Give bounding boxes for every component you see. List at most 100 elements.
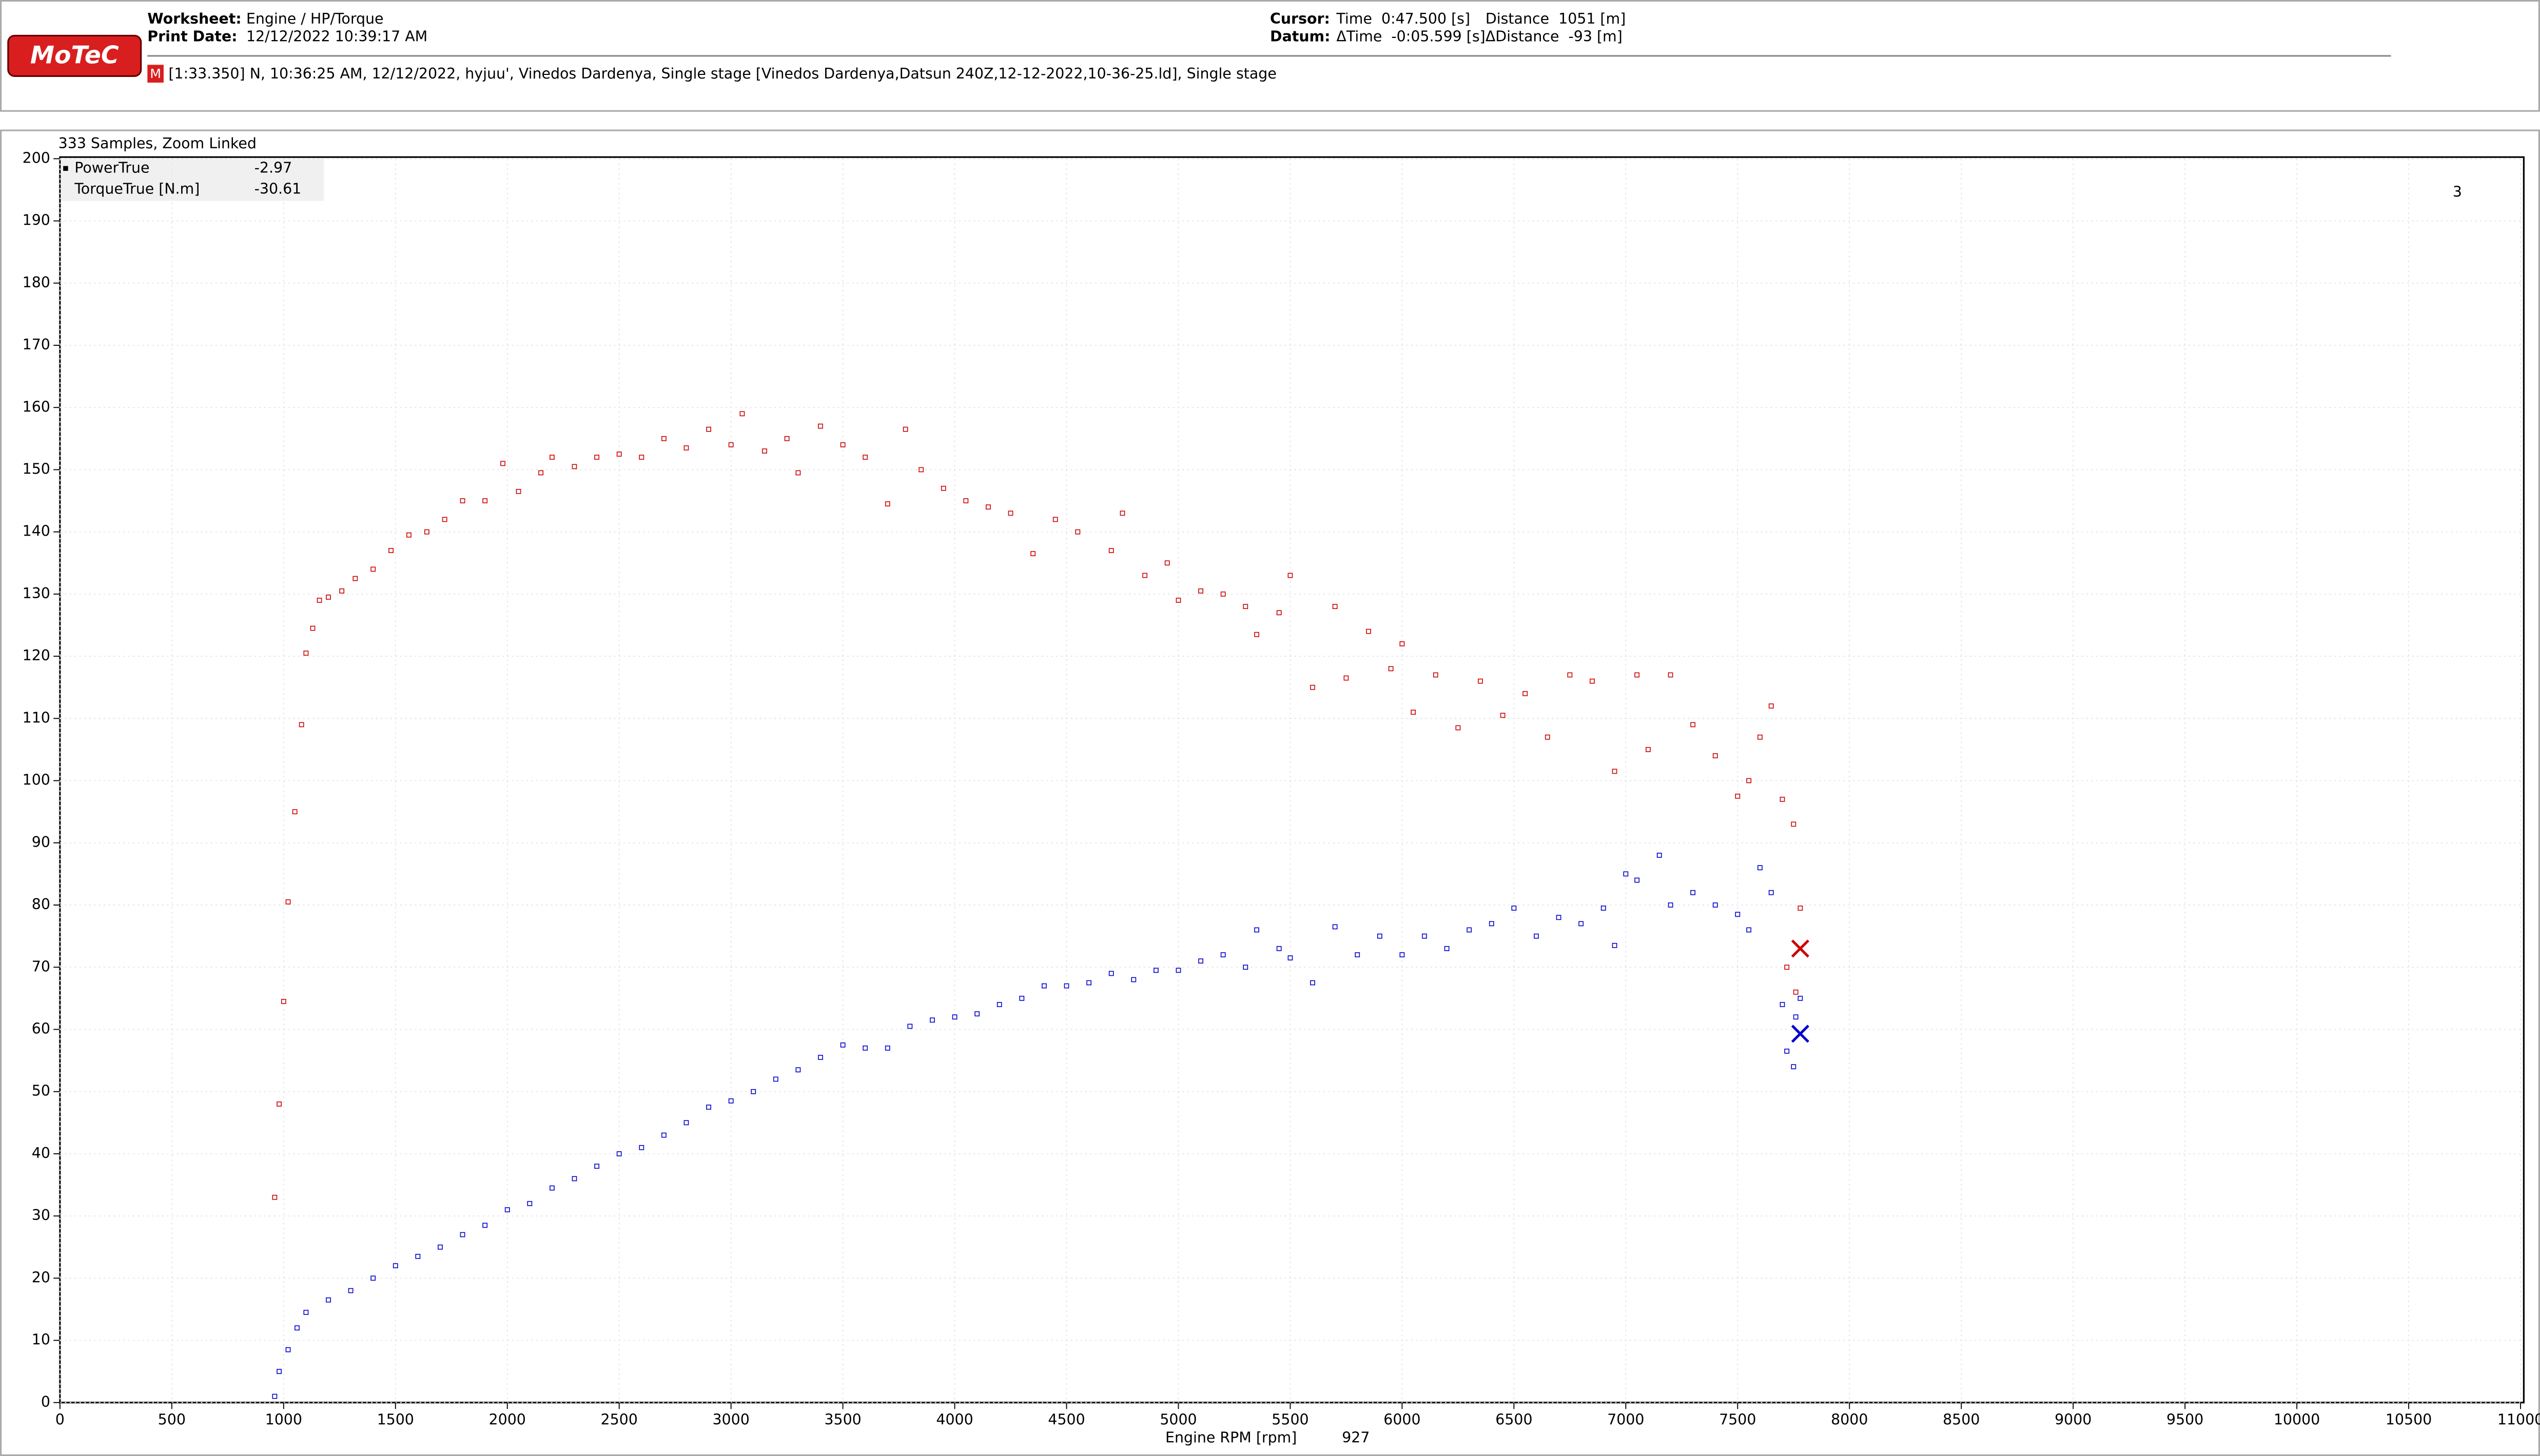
point — [1712, 753, 1718, 759]
y-tick-label: 60 — [32, 1020, 50, 1037]
point — [460, 498, 465, 503]
point — [370, 1275, 376, 1281]
x-tick-label: 6000 — [1383, 1411, 1420, 1428]
point — [1735, 794, 1741, 799]
point — [1797, 906, 1803, 911]
point — [1276, 610, 1282, 616]
point — [572, 1176, 577, 1182]
value: ΔTime -0:05.599 [s] — [1336, 28, 1485, 45]
point — [299, 722, 304, 727]
point — [326, 595, 331, 600]
point — [661, 436, 667, 441]
point — [303, 651, 309, 656]
x-tick-label: 3500 — [824, 1411, 861, 1428]
point — [285, 1347, 291, 1352]
y-tick-label: 50 — [32, 1083, 50, 1099]
point — [1310, 684, 1315, 690]
point — [1332, 604, 1338, 609]
point — [1780, 1002, 1785, 1007]
point — [863, 1045, 868, 1051]
point — [661, 1132, 667, 1138]
point — [277, 1369, 282, 1374]
point — [295, 1325, 300, 1331]
point — [1287, 573, 1293, 578]
point — [1556, 915, 1561, 920]
point — [370, 566, 376, 572]
label: Cursor: — [1270, 10, 1330, 27]
point — [1746, 778, 1752, 783]
point — [1276, 946, 1282, 951]
point — [840, 442, 846, 447]
point — [1052, 517, 1058, 522]
point — [303, 1310, 309, 1315]
point — [1366, 628, 1371, 634]
cursor-mark — [1791, 939, 1809, 958]
y-tick-label: 30 — [32, 1207, 50, 1224]
point — [1332, 924, 1338, 930]
point — [1467, 927, 1472, 933]
point — [1590, 678, 1595, 684]
point — [1120, 510, 1125, 516]
y-tick-label: 170 — [23, 336, 50, 353]
point — [326, 1297, 331, 1303]
point — [930, 1017, 935, 1023]
point — [1198, 588, 1203, 594]
x-tick-label: 500 — [158, 1411, 186, 1428]
x-tick-label: 3000 — [712, 1411, 749, 1428]
point — [952, 1014, 958, 1020]
point — [415, 1254, 421, 1259]
point — [919, 467, 924, 473]
point — [795, 1067, 801, 1073]
point — [1399, 641, 1405, 646]
file-info: [1:33.350] N, 10:36:25 AM, 12/12/2022, h… — [168, 65, 1276, 82]
x-tick-label: 2500 — [601, 1411, 638, 1428]
point — [424, 529, 429, 535]
point — [773, 1076, 778, 1082]
point — [1797, 995, 1803, 1001]
point — [460, 1232, 465, 1237]
point — [1735, 912, 1741, 917]
y-tick-label: 0 — [41, 1393, 50, 1410]
legend-value: -30.61 — [255, 180, 302, 197]
x-tick-label: 0 — [55, 1411, 65, 1428]
y-tick-label: 150 — [23, 460, 50, 477]
point — [1768, 703, 1774, 709]
point — [1220, 952, 1226, 957]
point — [1411, 710, 1416, 715]
value: Distance 1051 [m] — [1486, 10, 1626, 27]
point — [1757, 865, 1763, 871]
point — [1600, 906, 1606, 911]
point — [1019, 995, 1025, 1001]
point — [1455, 725, 1461, 731]
x-tick-label: 8500 — [1943, 1411, 1980, 1428]
x-tick-label: 5000 — [1160, 1411, 1197, 1428]
x-tick-label: 5500 — [1272, 1411, 1308, 1428]
point — [1086, 980, 1092, 986]
y-tick-label: 110 — [23, 709, 50, 726]
point — [1220, 592, 1226, 597]
x-tick-label: 10500 — [2386, 1411, 2432, 1428]
point — [1489, 921, 1494, 927]
point — [1784, 1049, 1790, 1054]
point — [310, 625, 316, 631]
x-tick-label: 8000 — [1831, 1411, 1868, 1428]
point — [1668, 672, 1673, 678]
point — [1108, 548, 1114, 553]
point — [339, 588, 345, 594]
point — [784, 436, 790, 441]
point — [272, 1393, 278, 1399]
point — [1444, 946, 1450, 951]
point — [1791, 1064, 1796, 1070]
point — [549, 1185, 555, 1191]
value: Time 0:47.500 [s] — [1336, 10, 1470, 27]
point — [292, 809, 298, 815]
point — [1668, 902, 1673, 908]
plot-frame — [59, 156, 2525, 1404]
annotation: 3 — [2453, 184, 2462, 201]
point — [538, 470, 543, 476]
point — [272, 1194, 278, 1200]
point — [903, 426, 908, 432]
point — [1343, 675, 1349, 681]
value: ΔDistance -93 [m] — [1486, 28, 1623, 45]
